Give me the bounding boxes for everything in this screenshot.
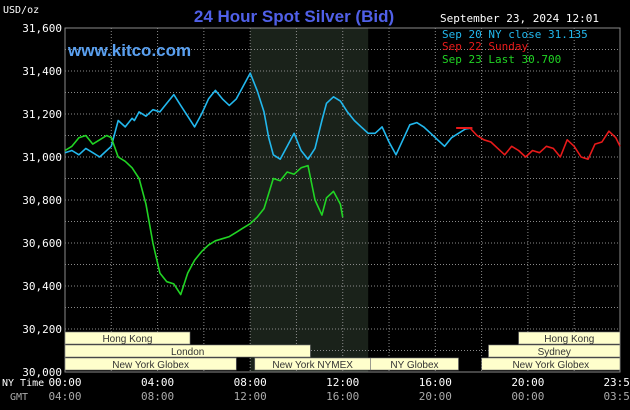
session-bar <box>64 357 237 371</box>
chart-title: 24 Hour Spot Silver (Bid) <box>194 7 394 26</box>
series-line-0 <box>64 72 473 160</box>
time-axis-labels: 00:0004:0008:0012:0016:0020:0023:5904:00… <box>48 376 630 403</box>
gmt-time-tick: 04:00 <box>48 390 81 403</box>
y-tick-label: 31,000 <box>22 151 62 164</box>
session-bar <box>518 331 621 345</box>
price-series <box>64 72 621 296</box>
session-label: New York Globex <box>112 360 189 371</box>
legend: Sep 20 NY close 31.135 Sep 22 Sunday Sep… <box>442 28 588 66</box>
session-3: New York NYMEX <box>254 357 371 371</box>
gmt-label: GMT <box>10 392 28 403</box>
ny-time-tick: 04:00 <box>141 376 174 389</box>
session-label: New York NYMEX <box>272 360 353 371</box>
gmt-time-tick: 12:00 <box>234 390 267 403</box>
trading-sessions: Hong Kong London New York Globex New York N… <box>64 331 621 371</box>
y-axis-tick-labels: 31,600 31,400 31,200 31,000 30,800 30,600 30,4… <box>22 22 62 379</box>
session-bar <box>481 357 621 371</box>
session-label: Hong Kong <box>102 334 152 345</box>
ny-time-label: NY Time <box>2 378 44 389</box>
session-label: New York Globex <box>512 360 589 371</box>
y-tick-label: 30,400 <box>22 280 62 293</box>
y-tick-label: 30,000 <box>22 366 62 379</box>
ny-time-tick: 00:00 <box>48 376 81 389</box>
y-tick-label: 30,200 <box>22 323 62 336</box>
session-7: New York Globex <box>481 357 621 371</box>
plot-frame <box>64 27 621 373</box>
y-tick-label: 30,600 <box>22 237 62 250</box>
session-label: Hong Kong <box>544 334 594 345</box>
ny-time-tick: 20:00 <box>511 376 544 389</box>
legend-item-ny-close: Sep 20 NY close 31.135 <box>442 28 588 41</box>
gmt-time-tick: 03:59 <box>603 390 630 403</box>
session-bar <box>64 331 191 345</box>
y-axis-unit-label: USD/oz <box>3 5 39 16</box>
session-2: New York Globex <box>64 357 237 371</box>
ny-time-tick: 12:00 <box>326 376 359 389</box>
session-0: Hong Kong <box>64 331 191 345</box>
y-tick-label: 30,800 <box>22 194 62 207</box>
session-label: NY Globex <box>390 360 438 371</box>
session-label: London <box>171 347 204 358</box>
session-bar <box>64 344 311 358</box>
gmt-time-tick: 00:00 <box>511 390 544 403</box>
session-label: Sydney <box>538 347 571 358</box>
y-tick-label: 31,200 <box>22 108 62 121</box>
series-line-1 <box>460 127 621 160</box>
legend-item-sunday: Sep 22 Sunday <box>442 40 528 53</box>
session-6: Sydney <box>488 344 621 358</box>
ny-time-tick: 16:00 <box>419 376 452 389</box>
series-line-2 <box>64 134 344 296</box>
ny-time-tick: 23:59 <box>603 376 630 389</box>
gmt-time-tick: 16:00 <box>326 390 359 403</box>
y-tick-label: 31,400 <box>22 65 62 78</box>
session-bar <box>488 344 621 358</box>
gmt-time-tick: 20:00 <box>419 390 452 403</box>
y-tick-label: 31,600 <box>22 22 62 35</box>
legend-item-last: Sep 23 Last 30.700 <box>442 53 561 66</box>
gmt-time-tick: 08:00 <box>141 390 174 403</box>
session-5: Hong Kong <box>518 331 621 345</box>
session-4: NY Globex <box>370 357 459 371</box>
site-link[interactable]: www.kitco.com <box>67 41 191 60</box>
session-1: London <box>64 344 311 358</box>
ny-time-tick: 08:00 <box>234 376 267 389</box>
date-time-stamp: September 23, 2024 12:01 <box>440 12 599 25</box>
session-bar <box>370 357 459 371</box>
